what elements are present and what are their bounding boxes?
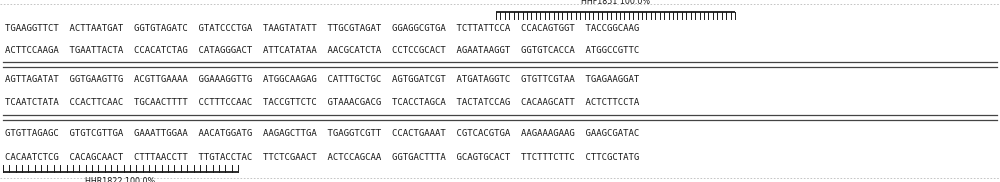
Text: GTGTTAGAGC  GTGTCGTTGA  GAAATTGGAA  AACATGGATG  AAGAGCTTGA  TGAGGTCGTT  CCACTGAA: GTGTTAGAGC GTGTCGTTGA GAAATTGGAA AACATGG… <box>5 129 639 138</box>
Text: CACAATCTCG  CACAGCAACT  CTTTAACCTT  TTGTACCTAC  TTCTCGAACT  ACTCCAGCAA  GGTGACTT: CACAATCTCG CACAGCAACT CTTTAACCTT TTGTACC… <box>5 153 639 162</box>
Text: TGAAGGTTCT  ACTTAATGAT  GGTGTAGATC  GTATCCCTGA  TAAGTATATT  TTGCGTAGAT  GGAGGCGT: TGAAGGTTCT ACTTAATGAT GGTGTAGATC GTATCCC… <box>5 24 639 33</box>
Text: AGTTAGATAT  GGTGAAGTTG  ACGTTGAAAA  GGAAAGGTTG  ATGGCAAGAG  CATTTGCTGC  AGTGGATC: AGTTAGATAT GGTGAAGTTG ACGTTGAAAA GGAAAGG… <box>5 75 639 84</box>
Text: HHF1851 100.0%: HHF1851 100.0% <box>581 0 650 6</box>
Text: HHR1822 100.0%: HHR1822 100.0% <box>85 177 156 182</box>
Text: TCAATCTATA  CCACTTCAAC  TGCAACTTTT  CCTTTCCAAC  TACCGTTCTC  GTAAACGACG  TCACCTAG: TCAATCTATA CCACTTCAAC TGCAACTTTT CCTTTCC… <box>5 98 639 107</box>
Text: ACTTCCAAGA  TGAATTACTA  CCACATCTAG  CATAGGGACT  ATTCATATAA  AACGCATCTA  CCTCCGCA: ACTTCCAAGA TGAATTACTA CCACATCTAG CATAGGG… <box>5 46 639 56</box>
